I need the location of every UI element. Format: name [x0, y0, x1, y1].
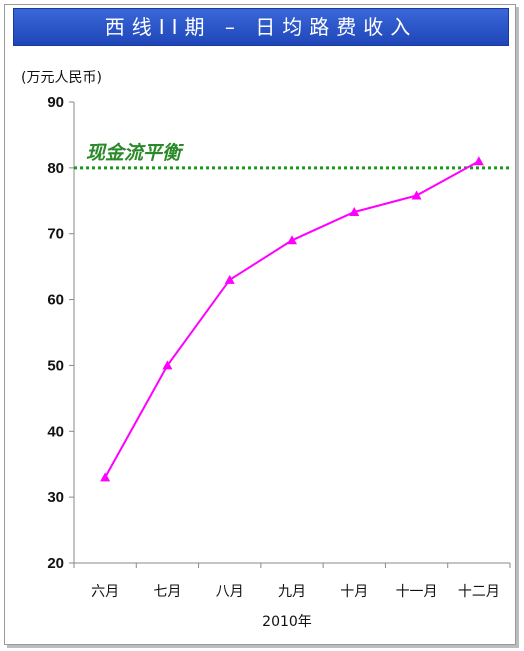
- y-tick-label: 80: [47, 160, 64, 177]
- x-tick-labels: 六月 七月 八月 九月 十月 十一月 十二月: [91, 584, 500, 600]
- data-point-marker: [224, 274, 235, 284]
- data-point-marker: [473, 156, 484, 166]
- y-axis-label: (万元人民币): [21, 70, 102, 86]
- y-tick-label: 50: [47, 357, 64, 374]
- chart-frame: [4, 4, 516, 645]
- y-tick-label: 90: [47, 94, 64, 111]
- data-point-marker: [162, 360, 173, 370]
- data-point-marker: [349, 206, 360, 216]
- y-tick-label: 60: [47, 292, 64, 309]
- reference-line-label: 现金流平衡: [86, 142, 184, 164]
- y-tick-label: 20: [47, 555, 64, 572]
- x-tick-label: 十月: [340, 584, 368, 600]
- y-tick-label: 30: [47, 489, 64, 506]
- y-tick-labels: 20 30 40 50 60 70 80 90: [47, 94, 64, 572]
- x-tick-label: 九月: [278, 584, 306, 600]
- series-group: [100, 156, 484, 482]
- x-axis-label: 2010年: [262, 614, 312, 630]
- x-tick-label: 七月: [153, 584, 181, 600]
- data-point-marker: [287, 235, 297, 245]
- data-point-marker: [411, 190, 422, 200]
- x-tick-label: 八月: [216, 584, 244, 600]
- y-tick-label: 70: [47, 226, 64, 243]
- x-tick-label: 十一月: [396, 584, 438, 600]
- data-point-marker: [100, 472, 111, 482]
- series-line: [104, 160, 480, 478]
- axes: [69, 101, 511, 568]
- x-tick-label: 六月: [91, 584, 119, 600]
- x-tick-label: 十二月: [458, 584, 500, 600]
- y-tick-label: 40: [47, 423, 64, 440]
- reference-line-group: 现金流平衡: [74, 142, 510, 170]
- chart-title: 西线II期 – 日均路费收入: [13, 8, 509, 46]
